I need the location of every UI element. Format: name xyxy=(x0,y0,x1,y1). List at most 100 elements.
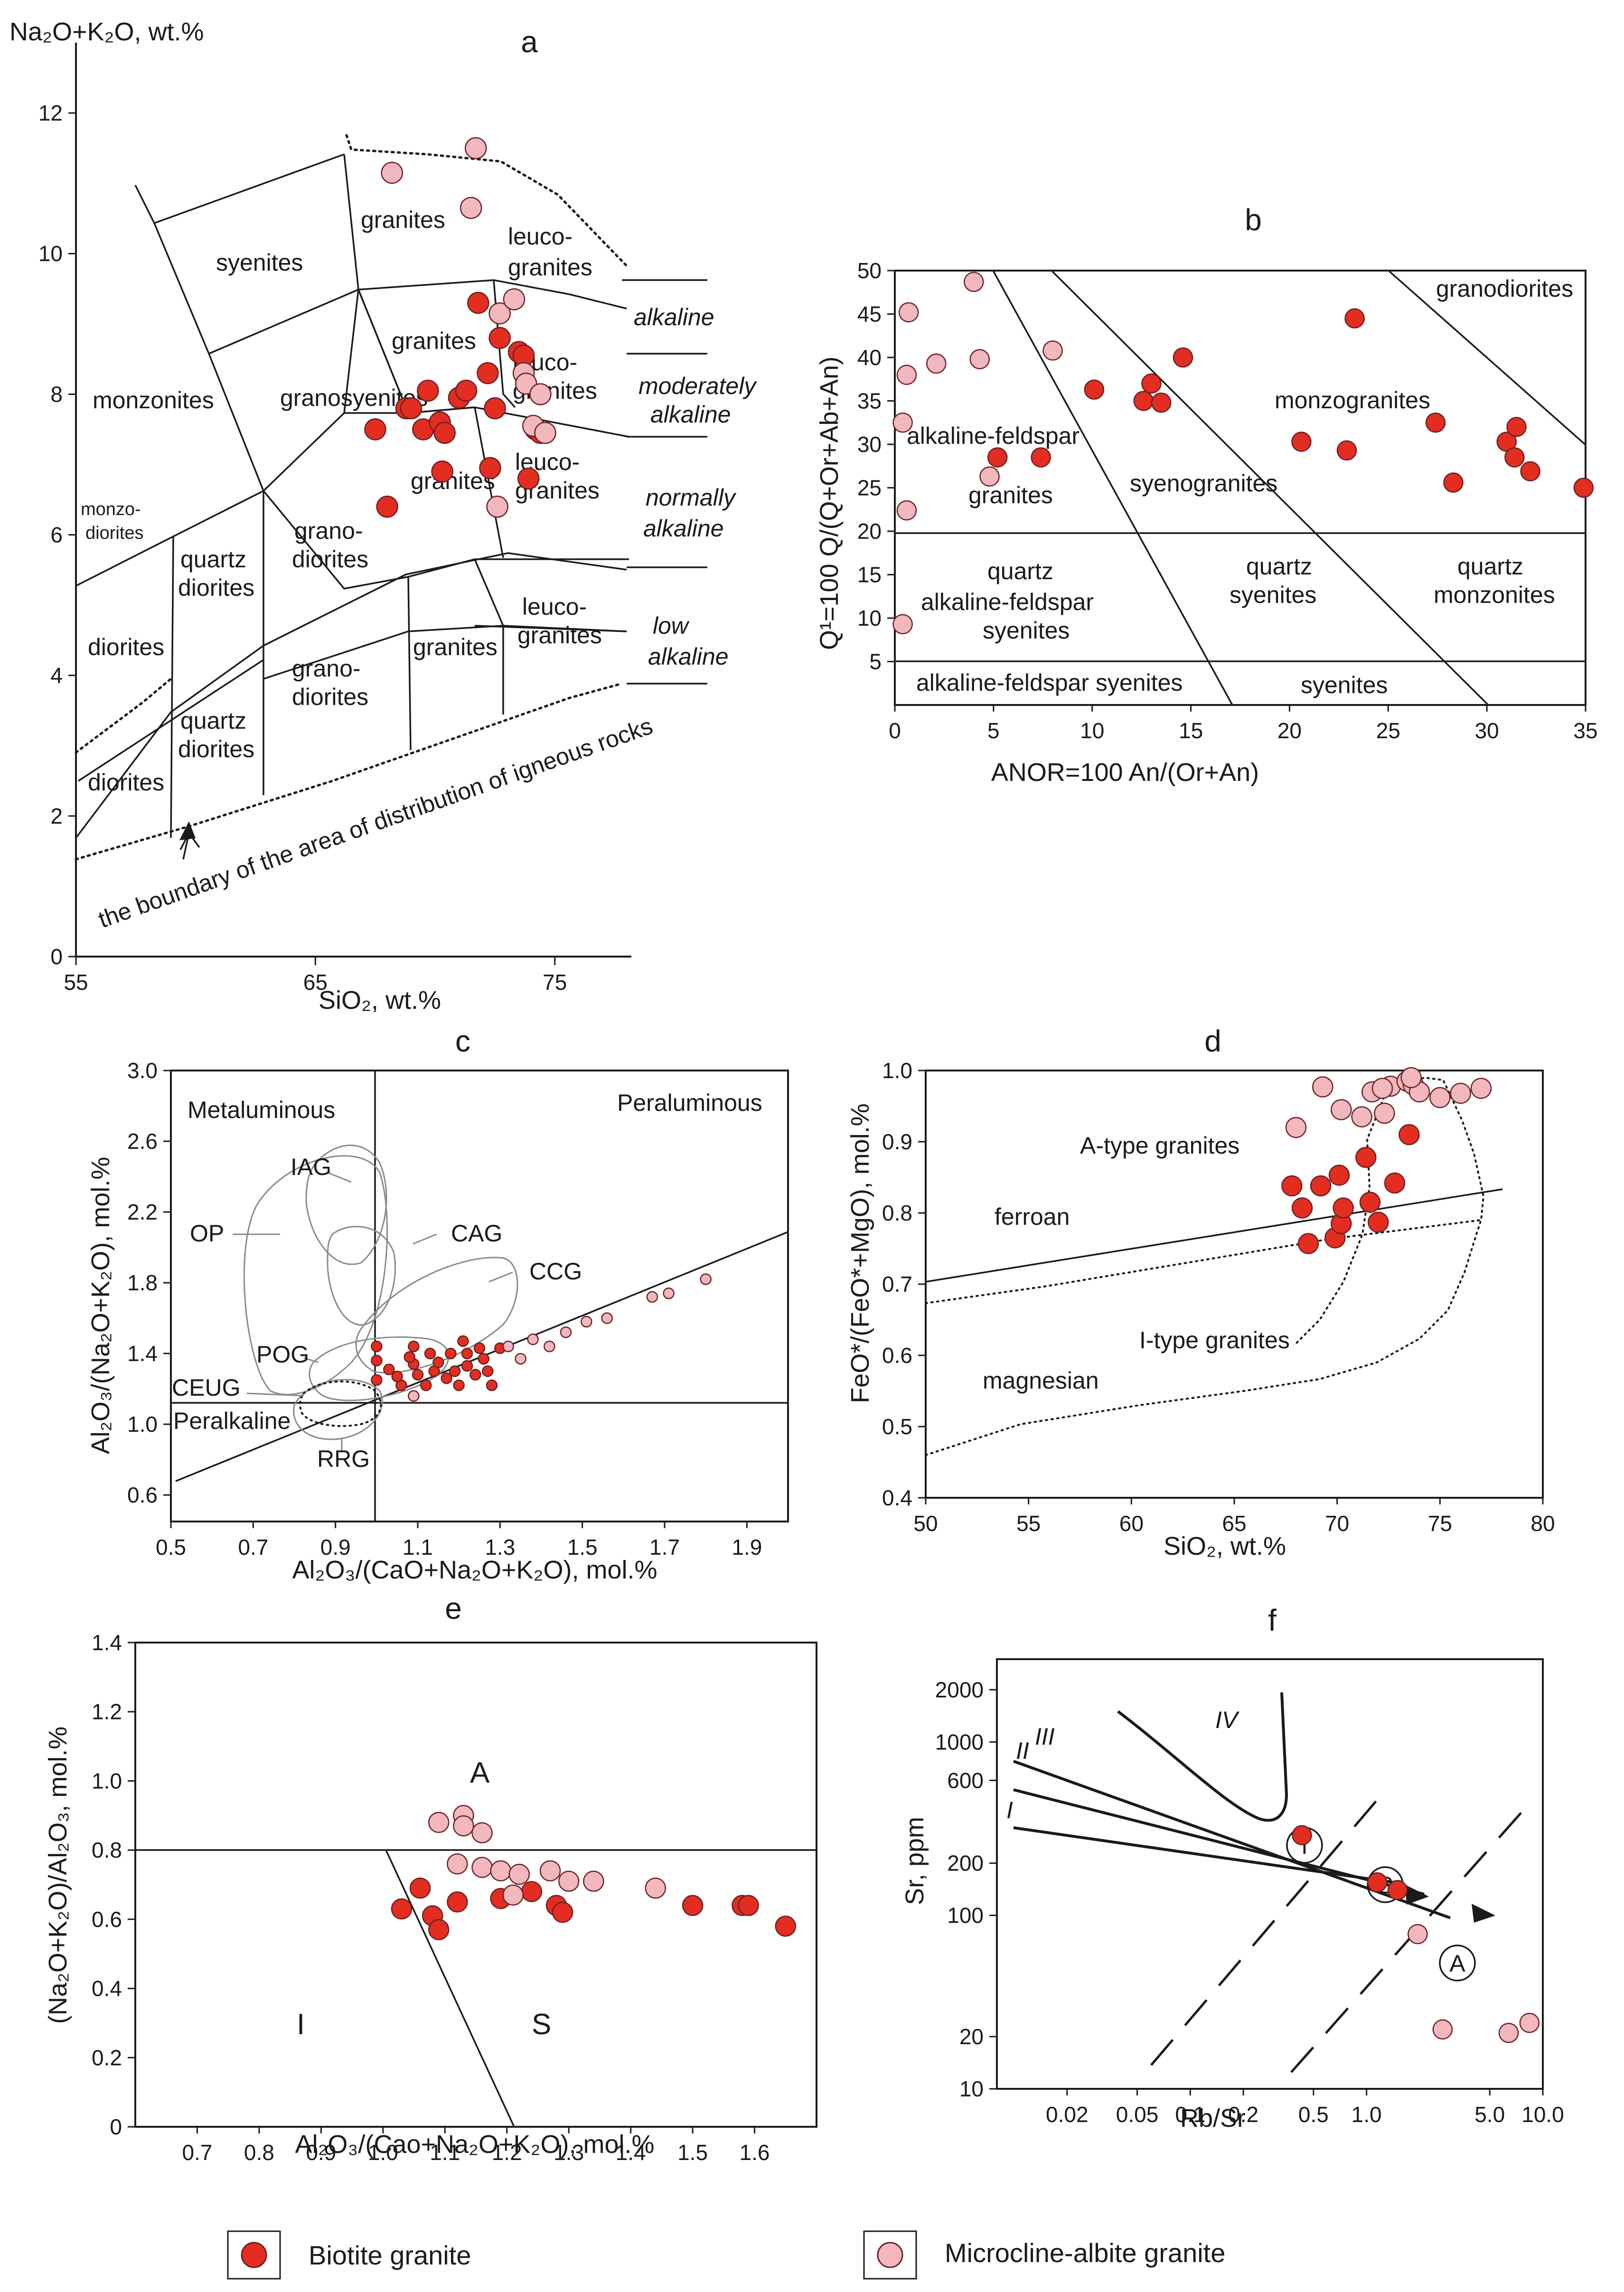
field-c-rrg: RRG xyxy=(317,1446,370,1472)
panel-b-xtick-label: 10 xyxy=(1080,718,1104,743)
panel-a-field-labels: syenites granites leuco- granites alkali… xyxy=(81,207,757,933)
panel-a-ytick-label: 6 xyxy=(50,523,63,547)
panel-c-microcline-point xyxy=(527,1334,539,1345)
panel-e-ytick-label: 0.2 xyxy=(92,2045,122,2070)
field-e-a: A xyxy=(470,1757,490,1789)
field-a-quartz-diorites-2: diorites xyxy=(178,736,254,762)
panel-c-biotite-point xyxy=(432,1356,444,1368)
panel-b-xlabel: ANOR=100 An/(Or+An) xyxy=(991,758,1259,787)
panel-b-biotite-point xyxy=(1573,478,1594,498)
panel-b-microcline-point xyxy=(896,365,917,385)
panel-c-biotite-point xyxy=(473,1342,486,1354)
field-c-ccg: CCG xyxy=(529,1258,582,1285)
field-f-ii: II xyxy=(1016,1738,1029,1764)
panel-b-xtick-label: 5 xyxy=(987,718,1000,743)
panel-d-ytick-label: 0.9 xyxy=(882,1129,912,1154)
panel-d-microcline-point xyxy=(1470,1078,1492,1099)
panel-c-microcline-point xyxy=(515,1353,526,1365)
panel-e-microcline-point xyxy=(583,1870,604,1892)
panel-f-ytick-label: 1000 xyxy=(935,1729,984,1754)
panel-b-biotite-point xyxy=(1133,391,1154,411)
field-a-diorites-1: diorites xyxy=(88,634,164,660)
panel-f-arrow-a xyxy=(1472,1904,1495,1923)
panel-c-ytick-label: 2.2 xyxy=(127,1200,158,1224)
panel-b-xtick-label: 20 xyxy=(1277,718,1302,743)
field-b-monzogranites: monzogranites xyxy=(1275,387,1430,413)
panel-c-biotite-point xyxy=(457,1335,469,1347)
panel-a-title: a xyxy=(521,25,538,59)
panel-e-points xyxy=(391,1805,797,1940)
panel-d-microcline-point xyxy=(1331,1099,1352,1120)
panel-a-xtick-label: 75 xyxy=(543,970,567,995)
field-a-grano-2: grano- xyxy=(292,655,361,682)
panel-a-microcline-point xyxy=(460,197,482,219)
legend-marker-biotite xyxy=(241,2242,267,2268)
panel-a-xtick-label: 55 xyxy=(64,970,88,995)
panel-d-biotite-point xyxy=(1310,1175,1332,1197)
field-a-granodiorites-1: diorites xyxy=(292,546,368,573)
panel-f-biotite-point xyxy=(1292,1825,1312,1845)
panel-e-biotite-point xyxy=(447,1891,468,1913)
panel-f-xtick-label: 0.5 xyxy=(1298,2102,1329,2127)
field-b-quartz-3: quartz xyxy=(1457,553,1523,580)
panel-b-microcline-point xyxy=(896,500,917,521)
panel-e-biotite-point xyxy=(682,1895,704,1916)
panel-d-microcline-point xyxy=(1285,1117,1307,1138)
panel-b-ytick-label: 30 xyxy=(857,432,882,457)
field-c-peralkaline: Peralkaline xyxy=(173,1408,291,1434)
legend-marker-microcline xyxy=(877,2242,903,2268)
panel-c-title: c xyxy=(455,1024,470,1058)
panel-b-ytick-label: 5 xyxy=(869,649,882,674)
panel-b-biotite-point xyxy=(1291,432,1312,452)
panel-c-ytick-label: 1.8 xyxy=(127,1270,158,1295)
panel-c-microcline-point xyxy=(601,1312,613,1324)
panel-b-biotite-point xyxy=(1425,413,1446,433)
panel-b-microcline-point xyxy=(979,466,1000,487)
field-c-ceug: CEUG xyxy=(172,1374,240,1401)
panel-c-microcline-point xyxy=(700,1273,712,1285)
panel-b-field-labels: granodiorites monzogranites alkaline-fel… xyxy=(907,275,1573,698)
panel-e-biotite-point xyxy=(409,1878,431,1899)
panel-e-microcline-point xyxy=(428,1812,450,1833)
panel-d-xtick-label: 50 xyxy=(913,1511,938,1536)
panel-a-biotite-point xyxy=(431,460,453,483)
panel-b-xtick-label: 35 xyxy=(1573,718,1597,743)
panel-d-biotite-point xyxy=(1399,1124,1420,1146)
panel-c-ytick-label: 1.0 xyxy=(127,1412,158,1437)
panel-e-microcline-point xyxy=(539,1860,561,1882)
field-a-syenites: syenites xyxy=(216,249,303,276)
field-d-a-type: A-type granites xyxy=(1080,1132,1239,1159)
panel-d-ticks: 50 55 60 65 70 75 80 0.4 0.5 0.6 0.7 0.8 0.9 1.0 xyxy=(882,1058,1555,1536)
field-a-granites-2: granites xyxy=(392,328,476,354)
panel-b-ytick-label: 15 xyxy=(857,563,882,587)
panel-c-microcline-point xyxy=(408,1390,420,1402)
panel-b-ylabel: Q¹=100 Q/(Q+Or+Ab+An) xyxy=(815,357,844,650)
panel-a-points xyxy=(364,137,556,518)
field-a-granites-4: granites xyxy=(413,634,498,660)
panel-b-points xyxy=(892,272,1594,635)
field-b-monzonites: monzonites xyxy=(1434,582,1555,608)
panel-f-xtick-label: 0.1 xyxy=(1175,2102,1205,2127)
panel-e-ticks: 0.7 0.8 0.9 1.0 1.1 1.2 1.3 1.4 1.5 1.6 0 0.2 0.4 0.6… xyxy=(92,1630,770,2165)
field-f-iii: III xyxy=(1035,1723,1055,1750)
field-e-s: S xyxy=(532,2008,551,2041)
panel-f-xtick-label: 0.02 xyxy=(1046,2102,1089,2127)
panel-b-microcline-point xyxy=(892,413,913,433)
panel-c-microcline-point xyxy=(502,1340,514,1353)
panel-b-microcline-point xyxy=(898,302,919,323)
panel-f-microcline-point xyxy=(1408,1924,1428,1944)
panel-f-arrow-s xyxy=(1405,1885,1429,1905)
panel-e-xtick-label: 0.7 xyxy=(182,2140,212,2165)
panel-e-biotite-point xyxy=(391,1898,413,1920)
field-c-cag: CAG xyxy=(451,1220,502,1247)
panel-a-biotite-point xyxy=(484,397,506,420)
legend-label-biotite: Biotite granite xyxy=(309,2240,471,2270)
panel-c-xtick-label: 1.3 xyxy=(485,1535,515,1559)
panel-c-biotite-point xyxy=(461,1360,473,1372)
panel-d-ytick-label: 0.4 xyxy=(882,1485,912,1510)
panel-c: c Al₂O₃/(CaO+Na₂O+K₂O), mol.% Al₂O₃/(Na₂… xyxy=(86,1024,789,1584)
field-c-pog: POG xyxy=(256,1341,309,1368)
panel-a-biotite-point xyxy=(517,467,540,490)
panel-f-points xyxy=(1292,1825,1540,2043)
